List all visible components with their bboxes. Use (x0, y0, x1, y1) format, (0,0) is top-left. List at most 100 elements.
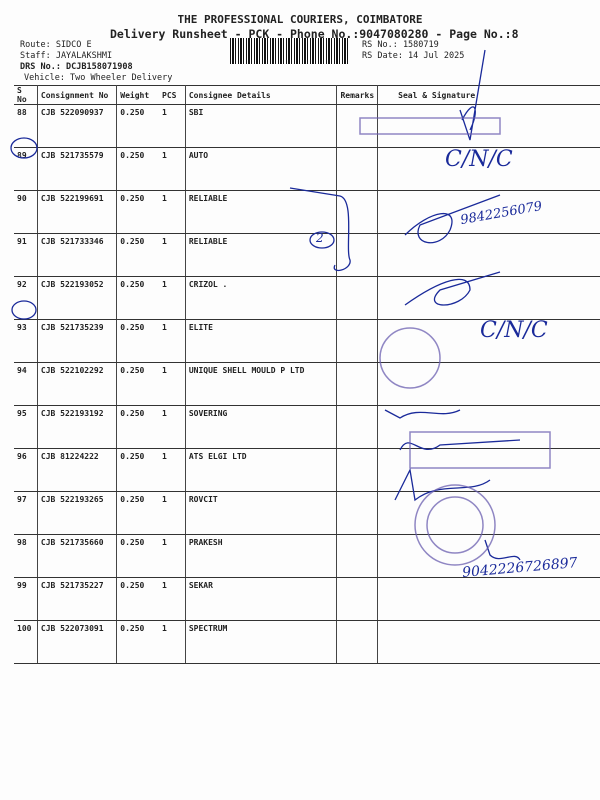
cell-consignee: SBI (185, 104, 338, 148)
stamp-98 (414, 484, 496, 566)
cell-pcs: 1 (159, 620, 186, 664)
col-remarks: Remarks (336, 85, 379, 105)
cell-seal (377, 534, 600, 578)
cell-seal (377, 362, 600, 406)
handwriting-row89: C/N/C (445, 147, 513, 172)
cell-sno: 90 (14, 190, 38, 234)
rs-date: RS Date: 14 Jul 2025 (362, 51, 465, 61)
rs-no: RS No.: 1580719 (362, 40, 439, 50)
cell-consignment: CJB 522199691 (37, 190, 118, 234)
cell-seal (377, 319, 600, 363)
cell-consignment: CJB 522073091 (37, 620, 118, 664)
cell-pcs: 1 (159, 319, 186, 363)
cell-consignee: ELITE (185, 319, 338, 363)
stamp-88 (359, 117, 501, 135)
circle-mark-91 (309, 231, 335, 249)
table-row: 100 CJB 522073091 0.250 1 SPECTRUM (14, 620, 600, 664)
cell-weight: 0.250 (116, 319, 160, 363)
cell-consignee: SEKAR (185, 577, 338, 621)
cell-consignee: UNIQUE SHELL MOULD P LTD (185, 362, 338, 406)
cell-remarks (336, 405, 379, 449)
cell-weight: 0.250 (116, 104, 160, 148)
table-row: 91 CJB 521733346 0.250 1 RELIABLE (14, 233, 600, 277)
cell-consignee: CRIZOL . (185, 276, 338, 320)
signature-90 (404, 194, 501, 244)
table-header: S No Consignment No Weight PCS Consignee… (14, 85, 600, 105)
signature-95 (384, 409, 461, 419)
cell-remarks (336, 534, 379, 578)
cell-weight: 0.250 (116, 491, 160, 535)
table-row: 89 CJB 521735579 0.250 1 AUTO (14, 147, 600, 191)
cell-sno: 100 (14, 620, 38, 664)
circle-mark-93 (11, 300, 37, 320)
cell-weight: 0.250 (116, 620, 160, 664)
cell-consignee: ROVCIT (185, 491, 338, 535)
cell-consignee: SOVERING (185, 405, 338, 449)
cell-remarks (336, 491, 379, 535)
cell-remarks (336, 362, 379, 406)
cell-sno: 94 (14, 362, 38, 406)
cell-weight: 0.250 (116, 190, 160, 234)
cell-pcs: 1 (159, 534, 186, 578)
cell-sno: 95 (14, 405, 38, 449)
cell-weight: 0.250 (116, 405, 160, 449)
cell-pcs: 1 (159, 147, 186, 191)
cell-pcs: 1 (159, 233, 186, 277)
cell-sno: 96 (14, 448, 38, 492)
cell-consignee: PRAKESH (185, 534, 338, 578)
cell-consignment: CJB 522193052 (37, 276, 118, 320)
route: Route: SIDCO E (20, 40, 92, 50)
cell-consignment: CJB 522193265 (37, 491, 118, 535)
signature-99 (484, 539, 521, 561)
cell-consignee: RELIABLE (185, 190, 338, 234)
cell-weight: 0.250 (116, 233, 160, 277)
cell-weight: 0.250 (116, 276, 160, 320)
cell-pcs: 1 (159, 405, 186, 449)
cell-remarks (336, 448, 379, 492)
cell-weight: 0.250 (116, 577, 160, 621)
cell-pcs: 1 (159, 491, 186, 535)
vehicle: Vehicle: Two Wheeler Delivery (24, 73, 173, 83)
col-weight: Weight (116, 85, 160, 105)
table-row: 97 CJB 522193265 0.250 1 ROVCIT (14, 491, 600, 535)
drs-no: DRS No.: DCJB158071908 (20, 62, 133, 72)
runsheet-subtitle: Delivery Runsheet - PCK - Phone No.:9047… (110, 27, 519, 41)
signature-97 (394, 467, 491, 502)
cell-remarks (336, 620, 379, 664)
cell-weight: 0.250 (116, 448, 160, 492)
staff: Staff: JAYALAKSHMI (20, 51, 113, 61)
col-sno: S No (14, 85, 38, 105)
cell-pcs: 1 (159, 190, 186, 234)
cell-consignment: CJB 521735227 (37, 577, 118, 621)
arrow-90 (289, 187, 351, 272)
table-row: 98 CJB 521735660 0.250 1 PRAKESH (14, 534, 600, 578)
cell-remarks (336, 577, 379, 621)
handwriting-row93: C/N/C (480, 318, 548, 343)
cell-consignee: ATS ELGI LTD (185, 448, 338, 492)
cell-consignee: AUTO (185, 147, 338, 191)
signature-92 (404, 271, 501, 306)
table-row: 88 CJB 522090937 0.250 1 SBI (14, 104, 600, 148)
cell-remarks (336, 276, 379, 320)
cell-consignment: CJB 522102292 (37, 362, 118, 406)
cell-pcs: 1 (159, 104, 186, 148)
table-row: 99 CJB 521735227 0.250 1 SEKAR (14, 577, 600, 621)
table-row: 93 CJB 521735239 0.250 1 ELITE (14, 319, 600, 363)
signature-96 (399, 439, 521, 451)
cell-sno: 97 (14, 491, 38, 535)
cell-remarks (336, 147, 379, 191)
cell-sno: 99 (14, 577, 38, 621)
cell-consignment: CJB 522193192 (37, 405, 118, 449)
company-title: THE PROFESSIONAL COURIERS, COIMBATORE (177, 13, 423, 26)
cell-pcs: 1 (159, 362, 186, 406)
cell-consignment: CJB 522090937 (37, 104, 118, 148)
cell-weight: 0.250 (116, 534, 160, 578)
signature-88 (459, 49, 486, 141)
cell-consignment: CJB 521735239 (37, 319, 118, 363)
table-row: 96 CJB 81224222 0.250 1 ATS ELGI LTD (14, 448, 600, 492)
cell-seal (377, 233, 600, 277)
runsheet-table: S No Consignment No Weight PCS Consignee… (14, 85, 600, 664)
circle-mark-89 (10, 137, 38, 159)
cell-sno: 88 (14, 104, 38, 148)
cell-seal (377, 104, 600, 148)
